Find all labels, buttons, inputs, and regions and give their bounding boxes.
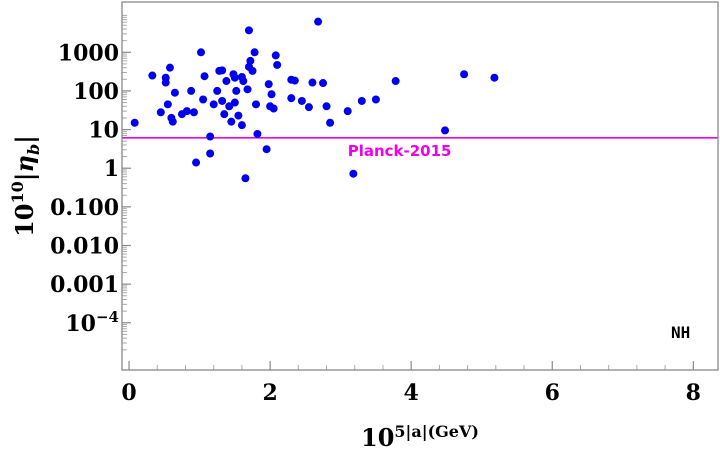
data-point	[148, 71, 157, 80]
x-axis-ticks: 0 2 4 6 8	[121, 361, 701, 406]
data-point	[230, 98, 239, 107]
data-point	[391, 77, 400, 86]
y-tick-label: 0.010	[50, 233, 119, 259]
data-point	[230, 73, 239, 82]
data-point	[232, 86, 241, 95]
data-point	[326, 118, 335, 127]
x-tick-label: 2	[262, 380, 277, 406]
data-point	[220, 110, 229, 119]
data-point	[290, 76, 299, 85]
data-point	[209, 100, 218, 109]
data-point	[130, 118, 139, 127]
data-point	[243, 85, 252, 94]
data-point	[170, 88, 179, 97]
data-point	[244, 26, 253, 35]
data-point	[264, 80, 273, 89]
plot-frame	[121, 1, 719, 371]
x-tick-label: 0	[121, 380, 136, 406]
data-point	[441, 126, 450, 135]
planck-label: Planck-2015	[348, 142, 452, 160]
x-tick-label: 8	[686, 380, 701, 406]
data-point	[192, 158, 201, 167]
y-axis-ticks: 1000 100 10 1 0.100 0.010 0.001 10−4	[50, 1, 131, 351]
data-point	[271, 51, 280, 60]
data-point	[460, 70, 469, 79]
data-point	[319, 79, 328, 88]
y-axis-title: 1010|ηb|	[8, 135, 43, 237]
data-point	[168, 117, 177, 126]
data-point	[189, 108, 198, 117]
data-point	[253, 129, 262, 138]
data-point	[252, 100, 261, 109]
data-point	[222, 77, 231, 86]
data-point	[248, 66, 257, 75]
data-point	[322, 102, 331, 111]
data-point	[234, 111, 243, 120]
data-point	[273, 60, 282, 69]
y-tick-label: 100	[73, 79, 119, 105]
reference-line-group: Planck-2015	[122, 137, 718, 160]
y-tick-label: 10	[88, 118, 119, 144]
data-point	[371, 95, 380, 104]
data-point	[187, 86, 196, 95]
data-point	[156, 108, 165, 117]
y-tick-label: 0.100	[50, 195, 119, 221]
y-tick-label: 10−4	[65, 308, 119, 337]
data-point	[349, 169, 358, 178]
data-point	[161, 78, 170, 87]
data-point	[267, 90, 276, 99]
data-point	[269, 104, 278, 113]
data-point	[343, 107, 352, 116]
data-point	[225, 102, 234, 111]
data-point	[490, 73, 499, 82]
data-point	[239, 77, 248, 86]
data-point	[250, 48, 259, 57]
data-point	[200, 72, 209, 81]
data-point	[196, 48, 205, 57]
annotation-nh: NH	[671, 323, 690, 342]
data-point	[237, 121, 246, 130]
data-point	[199, 95, 208, 104]
data-point	[287, 94, 296, 103]
data-point	[246, 56, 255, 65]
data-point	[357, 96, 366, 105]
data-point	[262, 145, 271, 154]
data-point	[227, 117, 236, 126]
y-tick-label: 0.001	[50, 272, 119, 298]
data-point	[218, 66, 227, 75]
x-tick-label: 4	[404, 380, 419, 406]
data-point	[304, 103, 313, 112]
data-point	[182, 107, 191, 116]
data-point	[308, 78, 317, 87]
data-point	[241, 174, 250, 183]
x-tick-label: 6	[545, 380, 560, 406]
data-point	[163, 100, 172, 109]
data-point	[206, 132, 215, 141]
data-point	[165, 63, 174, 72]
data-points	[130, 17, 499, 183]
data-point	[206, 149, 215, 158]
y-tick-label: 1000	[58, 40, 119, 66]
y-tick-label: 1	[104, 156, 119, 182]
data-point	[213, 86, 222, 95]
data-point	[314, 17, 323, 26]
data-point	[218, 96, 227, 105]
data-point	[297, 96, 306, 105]
x-axis-title: 105|a|(GeV)	[361, 422, 479, 452]
